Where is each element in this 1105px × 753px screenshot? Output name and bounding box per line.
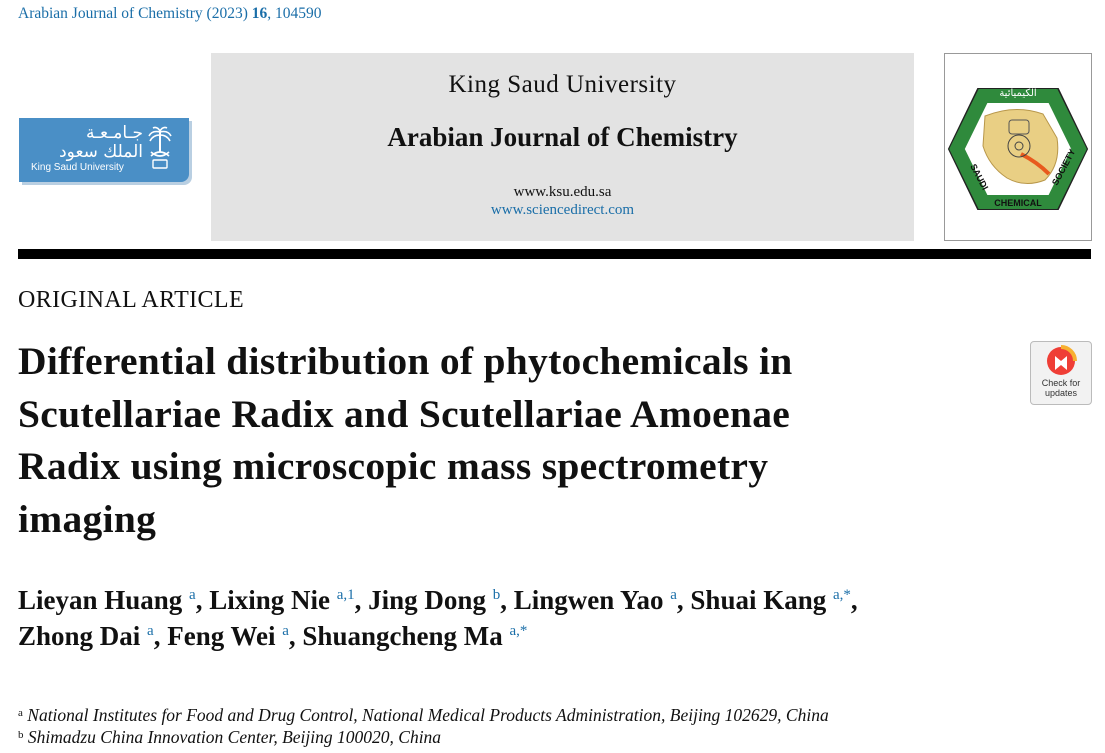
author-name: Shuangcheng Ma [302,621,503,651]
author-affiliation-mark[interactable]: a,1 [336,587,355,603]
title-line: Scutellariae Radix and Scutellariae Amoe… [18,391,791,436]
title-line: Differential distribution of phytochemic… [18,339,793,383]
article-title: Differential distribution of phytochemic… [18,335,888,545]
author-affiliation-mark[interactable]: a [282,623,289,639]
title-line: imaging [18,496,157,541]
society-chemical-text: CHEMICAL [994,198,1042,208]
journal-banner: King Saud University Arabian Journal of … [211,53,914,241]
author-separator: , [850,585,858,615]
author-name: Lieyan Huang [18,585,183,615]
author-name: Feng Wei [167,621,276,651]
affiliation-text: National Institutes for Food and Drug Co… [27,705,829,725]
check-label-line1: Check for [1041,378,1081,388]
affiliation-mark: b [18,729,24,741]
author-affiliation-mark[interactable]: a [147,623,154,639]
author-affiliation-mark[interactable]: b [492,587,501,603]
ksu-logo-arabic: جـامـعـة الملك سعود [33,124,143,162]
author-separator: , [288,621,303,651]
author-name: Jing Dong [368,585,486,615]
author-affiliation-mark[interactable]: a [189,587,196,603]
citation-volume: 16 [251,5,268,22]
ksu-logo-arabic-line1: جـامـعـة [85,123,143,143]
author-separator: , [153,621,168,651]
author-list: Lieyan Huang a, Lixing Nie a,1, Jing Don… [18,582,1078,654]
title-line: Radix using microscopic mass spectrometr… [18,444,769,488]
banner-university: King Saud University [448,71,677,98]
header-divider [18,249,1091,259]
affiliation-item: b Shimadzu China Innovation Center, Beij… [18,726,829,748]
citation-journal: Arabian Journal of Chemistry (2023) [18,5,248,22]
author-affiliation-mark[interactable]: a [670,587,677,603]
check-label-line2: updates [1044,387,1078,398]
society-hexagon-icon: الكيميائية SAUDI SOCIETY CHEMICAL [947,88,1089,210]
saudi-chemical-society-logo: الكيميائية SAUDI SOCIETY CHEMICAL [944,53,1092,241]
ksu-logo: جـامـعـة الملك سعود King Saud University [19,118,189,182]
check-for-updates-label: Check for updates [1031,378,1091,398]
society-arabic-text: الكيميائية [999,88,1036,99]
affiliation-mark: a [18,707,23,719]
author-separator: , [500,585,514,615]
affiliation-text: Shimadzu China Innovation Center, Beijin… [27,727,442,747]
affiliation-list: a National Institutes for Food and Drug … [18,704,829,748]
author-name: Lixing Nie [209,585,330,615]
author-affiliation-mark[interactable]: a,* [832,587,851,603]
check-for-updates-button[interactable]: Check for updates [1030,341,1092,405]
crossmark-icon [1045,345,1077,377]
affiliation-item: a National Institutes for Food and Drug … [18,704,829,726]
ksu-logo-arabic-line2: الملك سعود [59,142,143,162]
citation-article-number: , 104590 [267,5,322,22]
author-separator: , [195,585,210,615]
author-name: Lingwen Yao [513,585,664,615]
banner-url-sciencedirect[interactable]: www.sciencedirect.com [490,202,635,218]
author-affiliation-mark[interactable]: a,* [509,623,528,639]
banner-url-ksu[interactable]: www.ksu.edu.sa [513,184,612,200]
author-separator: , [676,585,691,615]
author-name: Zhong Dai [18,621,141,651]
author-name: Shuai Kang [690,585,827,615]
ksu-logo-english: King Saud University [31,162,124,173]
palm-swords-icon [148,126,172,169]
article-type: ORIGINAL ARTICLE [18,287,245,313]
author-separator: , [354,585,369,615]
banner-journal-title: Arabian Journal of Chemistry [387,122,738,152]
journal-citation[interactable]: Arabian Journal of Chemistry (2023) 16, … [18,5,322,23]
